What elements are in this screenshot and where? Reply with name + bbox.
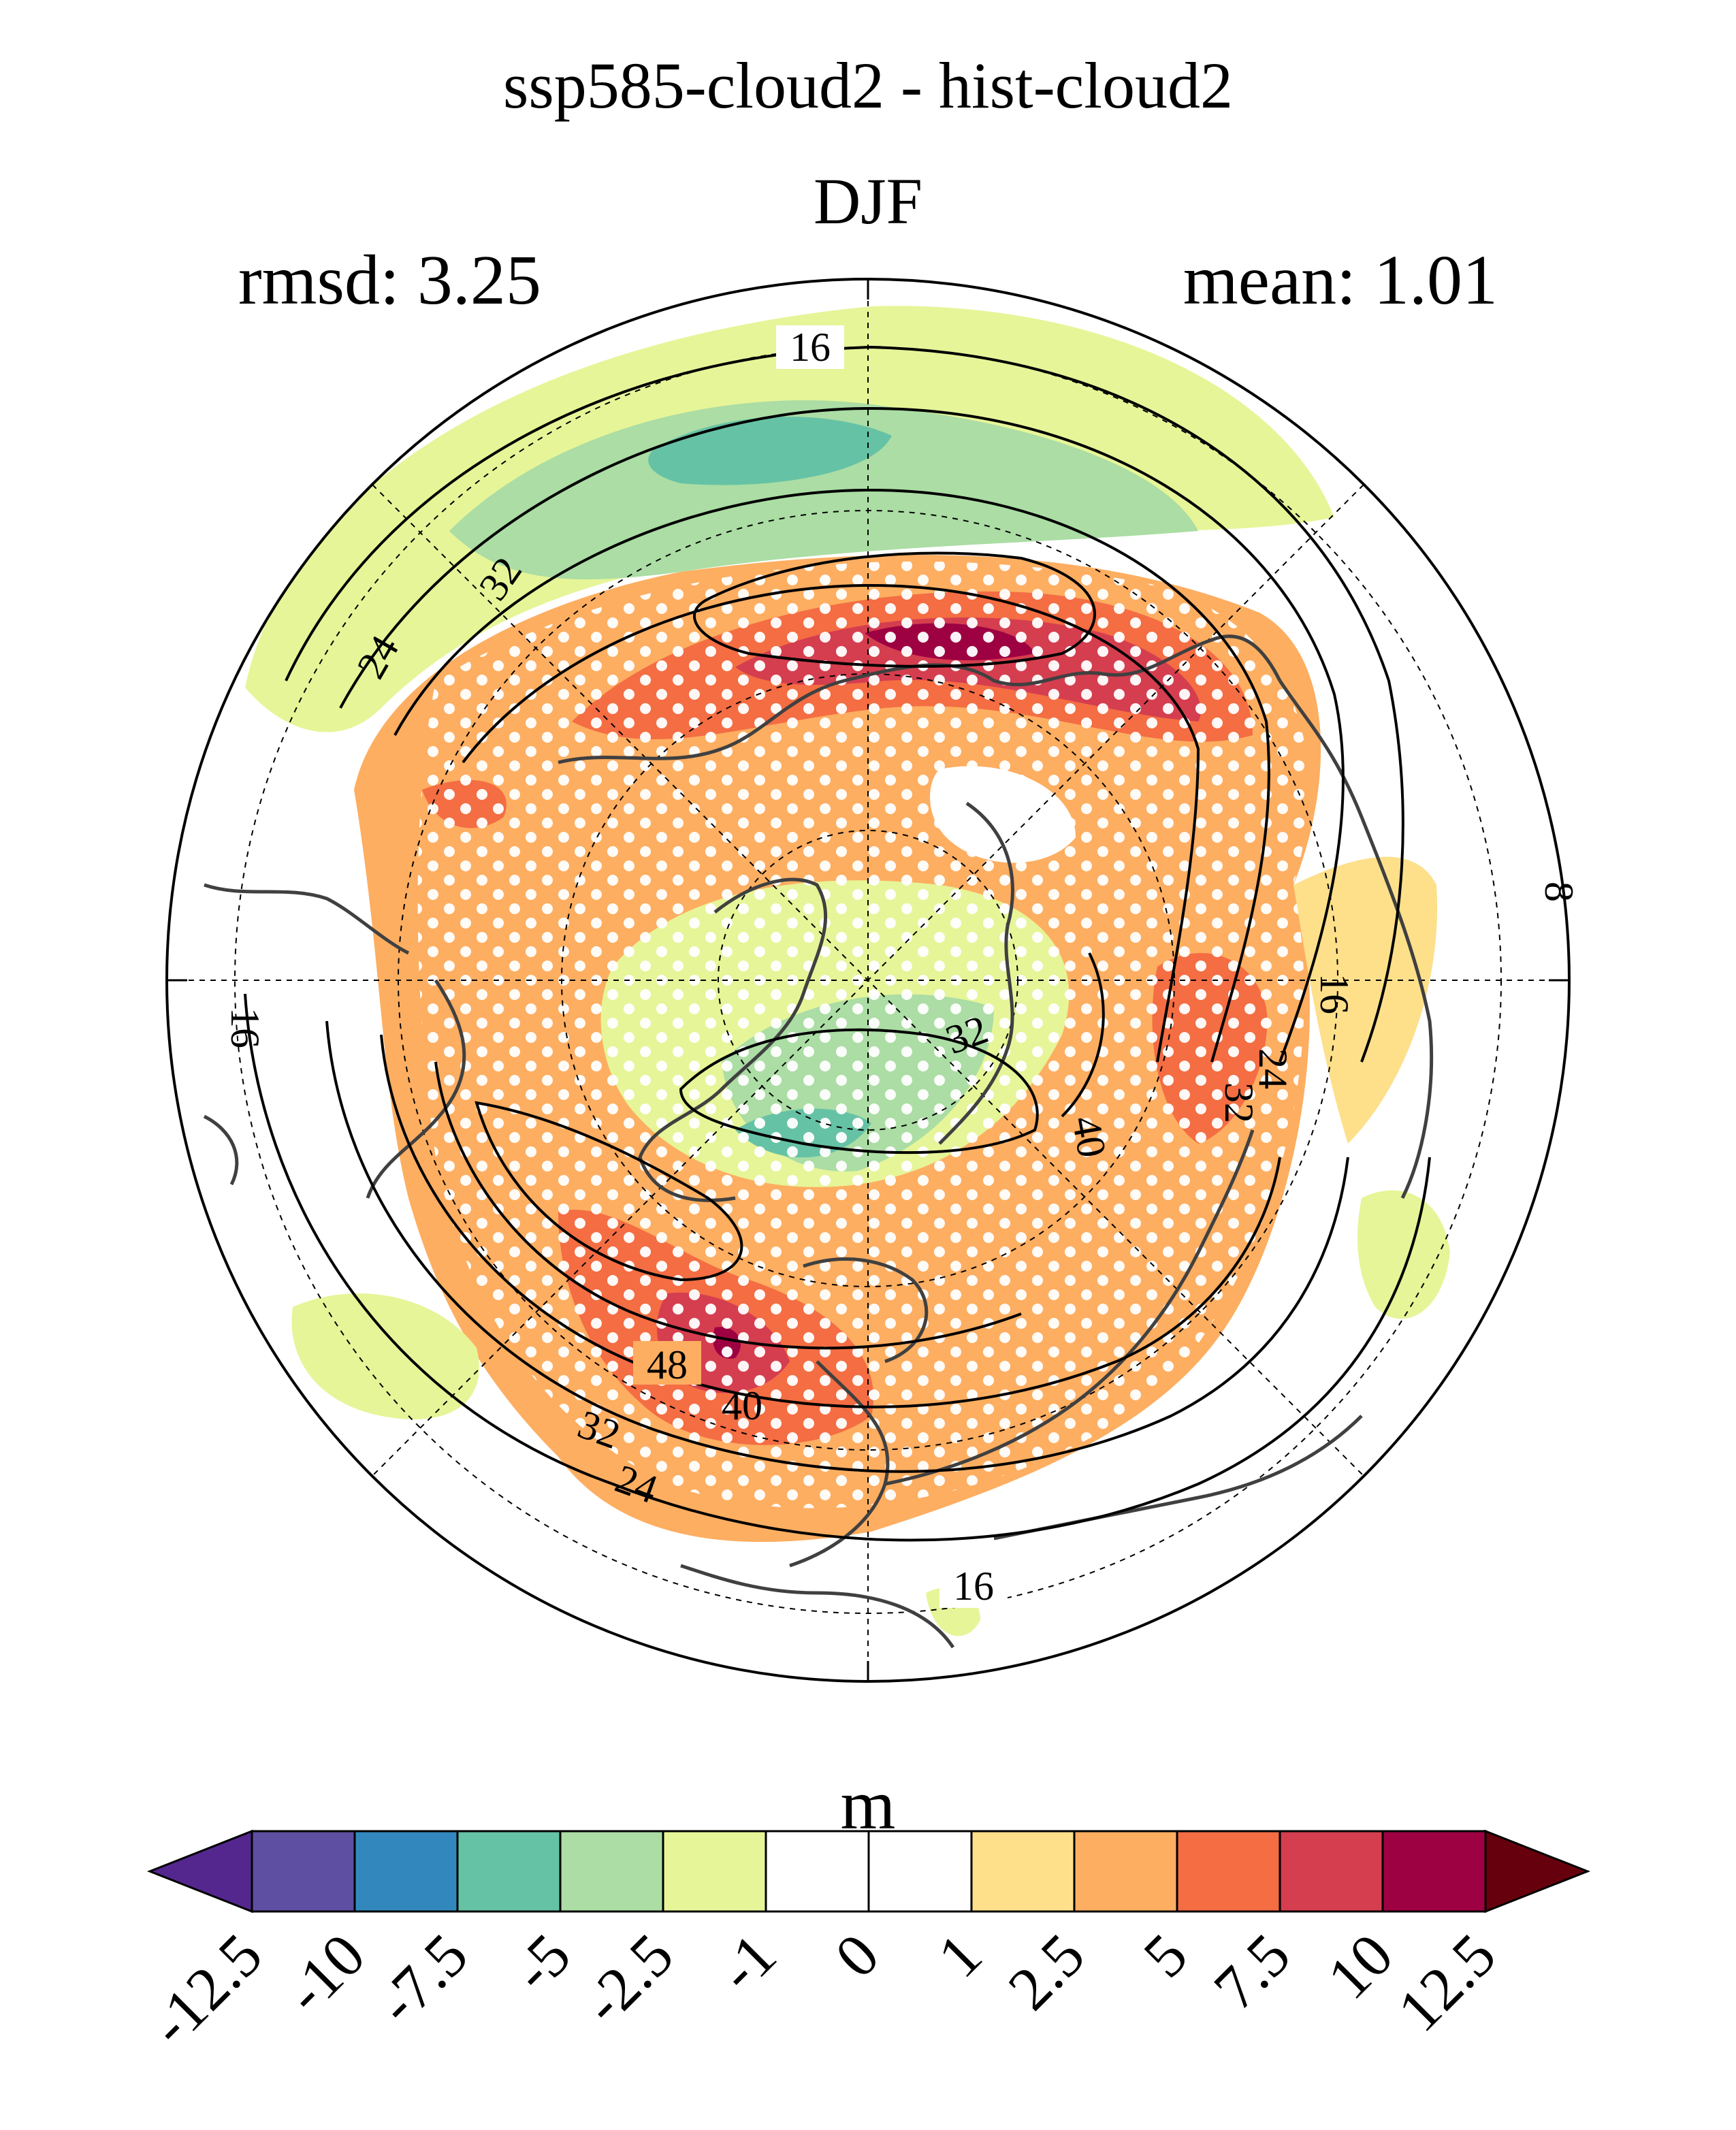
colorbar-swatch (1176, 1830, 1281, 1913)
rmsd-label: rmsd: 3.25 (238, 241, 541, 319)
mean-label: mean: 1.01 (1183, 241, 1498, 319)
colorbar-tick-label: 2.5 (996, 1921, 1098, 2023)
colorbar-tick-label: 1 (925, 1921, 995, 1990)
contour-label: 32 (1217, 1082, 1261, 1123)
colorbar-swatch (353, 1830, 459, 1913)
contour-label: 16 (223, 1007, 268, 1048)
colorbar-tick-label: -7.5 (364, 1921, 481, 2037)
graticule (167, 279, 1569, 1681)
contours (244, 345, 1431, 1542)
colorbar-unit: m (840, 1766, 896, 1844)
colorbar-swatch (1073, 1830, 1178, 1913)
map-title: ssp585-cloud2 - hist-cloud2 (503, 49, 1233, 122)
contour-label: 40 (722, 1383, 762, 1428)
coastlines (203, 634, 1434, 1649)
colorbar-tick-label: 7.5 (1202, 1921, 1304, 2023)
colorbar-swatch (867, 1830, 973, 1913)
colorbar-swatch (765, 1830, 870, 1913)
contour-label: 48 (647, 1342, 688, 1387)
contour-label: 8 (1537, 882, 1581, 902)
colorbar (146, 1829, 1591, 1914)
colorbar-swatch (1381, 1830, 1487, 1913)
colorbar-tick-label: -12.5 (138, 1921, 276, 2059)
colorbar-swatch (559, 1830, 664, 1913)
colorbar-tick-label: -5 (500, 1921, 583, 2005)
colorbar-tick-label: -2.5 (570, 1921, 686, 2037)
map-disk (167, 279, 1569, 1681)
frame-ticks (167, 279, 1569, 1681)
season-label: DJF (813, 165, 923, 238)
contour-label: 16 (1312, 973, 1357, 1014)
colorbar-over-triangle (1484, 1829, 1591, 1914)
contour-label: 16 (953, 1564, 994, 1609)
colorbar-tick-label: 5 (1131, 1921, 1200, 1990)
contour-label: 16 (790, 325, 831, 370)
colorbar-swatch (1279, 1830, 1384, 1913)
colorbar-swatch (456, 1830, 562, 1913)
colorbar-tick-label: 0 (822, 1921, 892, 1990)
colorbar-tick-label: -10 (272, 1921, 378, 2027)
colorbar-tick-label: -1 (705, 1921, 789, 2005)
colorbar-swatch (970, 1830, 1076, 1913)
contour-label: 40 (1063, 1113, 1114, 1161)
colorbar-swatch (251, 1830, 356, 1913)
contour-label: 24 (1251, 1048, 1296, 1089)
colorbar-swatch (662, 1830, 767, 1913)
colorbar-tick-label: 12.5 (1385, 1921, 1509, 2044)
colorbar-under-triangle (146, 1829, 253, 1914)
